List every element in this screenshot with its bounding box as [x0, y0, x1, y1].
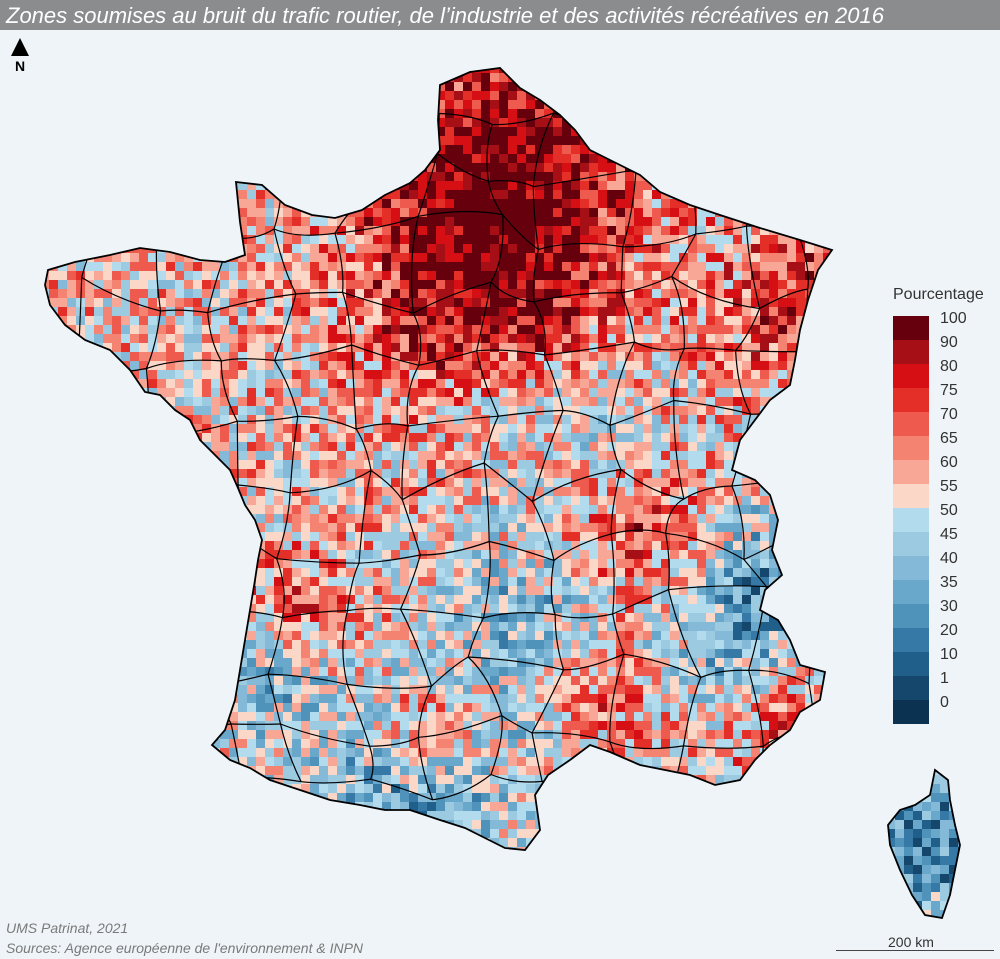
legend-label-45: 45: [940, 526, 958, 543]
legend-label-55: 55: [940, 478, 958, 495]
scale-bar-line: [836, 950, 994, 951]
legend-label-60: 60: [940, 454, 958, 471]
legend-label-20: 20: [940, 622, 958, 639]
legend-swatch-55: [893, 484, 929, 508]
legend-swatch-45: [893, 532, 929, 556]
title-bar: Zones soumises au bruit du trafic routie…: [0, 0, 1000, 30]
legend-swatch-75: [893, 388, 929, 412]
legend-label-50: 50: [940, 502, 958, 519]
legend-swatch-40: [893, 556, 929, 580]
legend-swatch-30: [893, 604, 929, 628]
credit-author: UMS Patrinat, 2021: [6, 920, 129, 936]
legend-label-80: 80: [940, 358, 958, 375]
legend-swatch-65: [893, 436, 929, 460]
legend-label-10: 10: [940, 646, 958, 663]
legend-swatch-60: [893, 460, 929, 484]
legend-label-65: 65: [940, 430, 958, 447]
legend-label-75: 75: [940, 382, 958, 399]
france-noise-map: [44, 67, 961, 919]
legend-label-35: 35: [940, 574, 958, 591]
north-arrow-icon: [11, 38, 29, 56]
legend-label-100: 100: [940, 310, 967, 327]
legend-swatch-35: [893, 580, 929, 604]
legend-label-70: 70: [940, 406, 958, 423]
legend-title: Pourcentage: [893, 286, 984, 303]
legend-swatch-80: [893, 364, 929, 388]
legend-label-1: 1: [940, 670, 949, 687]
legend-swatch-90: [893, 340, 929, 364]
legend-swatch-50: [893, 508, 929, 532]
legend-swatch-10: [893, 652, 929, 676]
legend-label-40: 40: [940, 550, 958, 567]
credit-sources: Sources: Agence européenne de l'environn…: [6, 940, 364, 956]
north-arrow: N: [8, 38, 32, 74]
legend-label-0: 0: [940, 694, 949, 711]
legend-swatch-20: [893, 628, 929, 652]
legend-label-30: 30: [940, 598, 958, 615]
legend-swatch-70: [893, 412, 929, 436]
scale-bar-label: 200 km: [888, 934, 934, 950]
legend-swatch-1: [893, 676, 929, 700]
map-title: Zones soumises au bruit du trafic routie…: [6, 3, 885, 28]
north-label: N: [14, 58, 26, 74]
legend-label-90: 90: [940, 334, 958, 351]
legend-swatch-0: [893, 700, 929, 724]
legend-swatch-100: [893, 316, 929, 340]
legend-color-bar: [893, 316, 929, 724]
